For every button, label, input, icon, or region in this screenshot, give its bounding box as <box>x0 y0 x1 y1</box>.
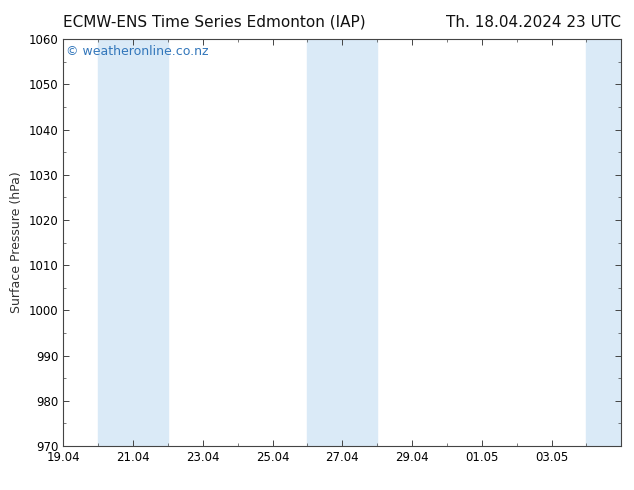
Text: Th. 18.04.2024 23 UTC: Th. 18.04.2024 23 UTC <box>446 15 621 30</box>
Bar <box>342 39 377 446</box>
Bar <box>98 39 133 446</box>
Bar <box>133 39 168 446</box>
Text: © weatheronline.co.nz: © weatheronline.co.nz <box>66 45 209 58</box>
Bar <box>307 39 342 446</box>
Bar <box>586 39 621 446</box>
Text: ECMW-ENS Time Series Edmonton (IAP): ECMW-ENS Time Series Edmonton (IAP) <box>63 15 366 30</box>
Y-axis label: Surface Pressure (hPa): Surface Pressure (hPa) <box>10 172 23 314</box>
